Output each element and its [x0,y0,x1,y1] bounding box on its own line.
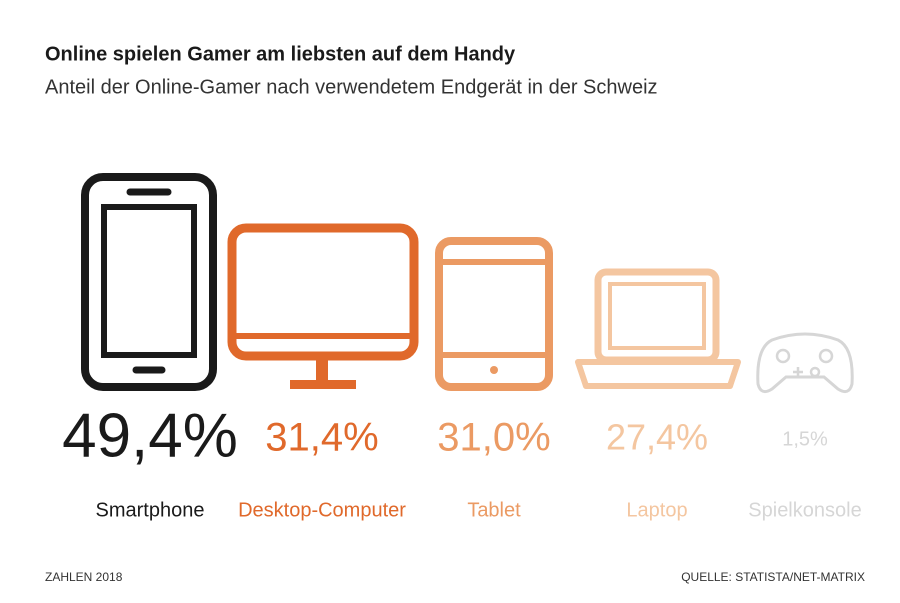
icon-part [809,366,821,378]
source: QUELLE: STATISTA/NET-MATRIX [681,570,865,584]
icon-part [101,204,197,358]
category-label: Spielkonsole [748,499,861,521]
value-label: 31,0% [437,416,550,460]
category-label: Desktop-Computer [238,499,406,521]
icon-part [435,237,553,391]
icon-part [575,359,741,389]
icon-part [756,332,854,394]
value-label: 1,5% [782,428,828,450]
device-icon [575,268,741,389]
value-label: 27,4% [606,417,708,458]
category-label: Smartphone [96,499,205,521]
category-label: Laptop [626,499,687,521]
value-label: 49,4% [62,401,238,470]
icon-part [775,348,791,364]
chart-subtitle: Anteil der Online-Gamer nach verwendetem… [45,76,658,98]
chart-title: Online spielen Gamer am liebsten auf dem… [45,43,516,65]
value-label: 31,4% [265,416,378,460]
device-icon [227,223,419,389]
icon-part [608,282,706,350]
device-icon [81,173,217,391]
category-label: Tablet [467,499,521,521]
icon-part [81,173,217,391]
icon-part [490,366,498,374]
note: ZAHLEN 2018 [45,570,123,584]
icon-part [793,367,803,377]
icon-part [290,380,356,389]
device-icon [435,237,553,391]
icon-part [316,356,328,382]
icon-part [818,348,834,364]
device-icon [756,332,854,394]
